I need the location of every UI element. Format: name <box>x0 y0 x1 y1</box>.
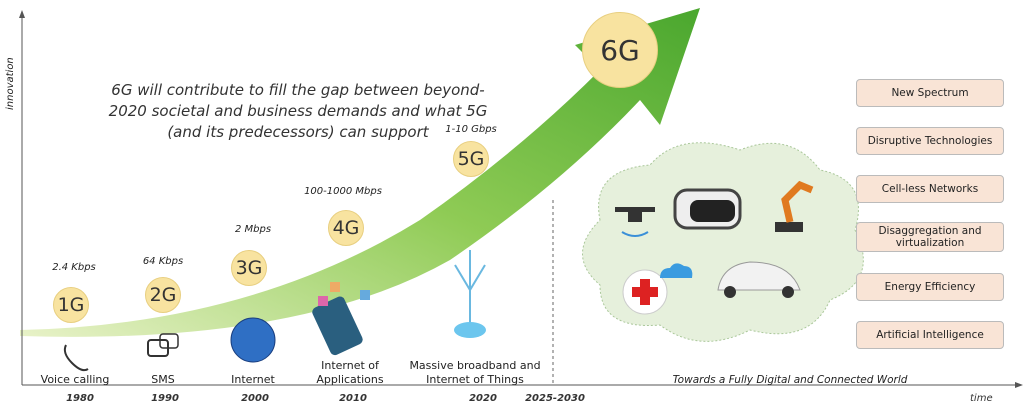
year-2020: 2020 <box>469 393 497 404</box>
service-line: Massive broadband and <box>409 359 541 372</box>
speed-2g: 64 Kbps <box>142 256 184 267</box>
service-6g: Towards a Fully Digital and Connected Wo… <box>672 374 908 386</box>
speed-1g: 2.4 Kbps <box>52 262 96 273</box>
enabler-disaggregation: Disaggregation and virtualization <box>856 222 1004 252</box>
health-cross-icon <box>622 269 668 315</box>
robot-arm-icon <box>775 180 814 232</box>
service-line: Internet of Things <box>426 373 524 386</box>
generation-6g: 6G <box>582 12 658 88</box>
phone-icon <box>63 344 89 372</box>
enabler-new-spectrum: New Spectrum <box>856 79 1004 107</box>
generation-5g: 5G <box>453 141 489 177</box>
year-2010: 2010 <box>339 393 367 404</box>
headline-line: 6G will contribute to fill the gap betwe… <box>111 81 485 99</box>
speed-3g: 2 Mbps <box>234 224 272 235</box>
x-axis-arrowhead <box>1015 382 1023 388</box>
chat-bubbles-icon <box>147 333 179 357</box>
connected-car-icon <box>717 261 801 298</box>
connected-world-cloud <box>582 142 864 342</box>
service-2g: SMS <box>151 373 175 386</box>
headline-line: (and its predecessors) can support <box>167 123 429 141</box>
year-2000: 2000 <box>241 393 269 404</box>
enabler-artificial-intelligence: Artificial Intelligence <box>856 321 1004 349</box>
smartphone-apps-icon <box>312 282 370 356</box>
year-2025-2030: 2025-2030 <box>525 393 585 404</box>
year-1980: 1980 <box>66 393 94 404</box>
x-axis-label: time <box>970 393 993 404</box>
headline-line: 2020 societal and business demands and w… <box>108 102 488 120</box>
speed-5g: 1-10 Gbps <box>445 124 497 135</box>
drone-icon <box>615 207 655 237</box>
service-line: Internet of <box>321 359 379 372</box>
iot-tree-icon <box>454 250 486 338</box>
generation-1g: 1G <box>53 287 89 323</box>
service-5g: Massive broadband and Internet of Things <box>409 359 540 387</box>
generation-4g: 4G <box>328 210 364 246</box>
generation-2g: 2G <box>145 277 181 313</box>
enabler-disruptive-technologies: Disruptive Technologies <box>856 127 1004 155</box>
y-axis-label: innovation <box>5 57 16 110</box>
enabler-cell-less-networks: Cell-less Networks <box>856 175 1004 203</box>
service-line: Applications <box>316 373 384 386</box>
service-3g: Internet <box>231 373 275 386</box>
y-axis-arrowhead <box>19 10 25 18</box>
cloud-icon <box>660 263 693 278</box>
enabler-energy-efficiency: Energy Efficiency <box>856 273 1004 301</box>
globe-icon <box>230 317 276 363</box>
service-1g: Voice calling <box>40 373 110 386</box>
vr-headset-icon <box>673 188 742 230</box>
service-4g: Internet of Applications <box>316 359 383 387</box>
generation-3g: 3G <box>231 250 267 286</box>
speed-4g: 100-1000 Mbps <box>304 186 382 197</box>
year-1990: 1990 <box>151 393 179 404</box>
headline: 6G will contribute to fill the gap betwe… <box>109 80 488 143</box>
